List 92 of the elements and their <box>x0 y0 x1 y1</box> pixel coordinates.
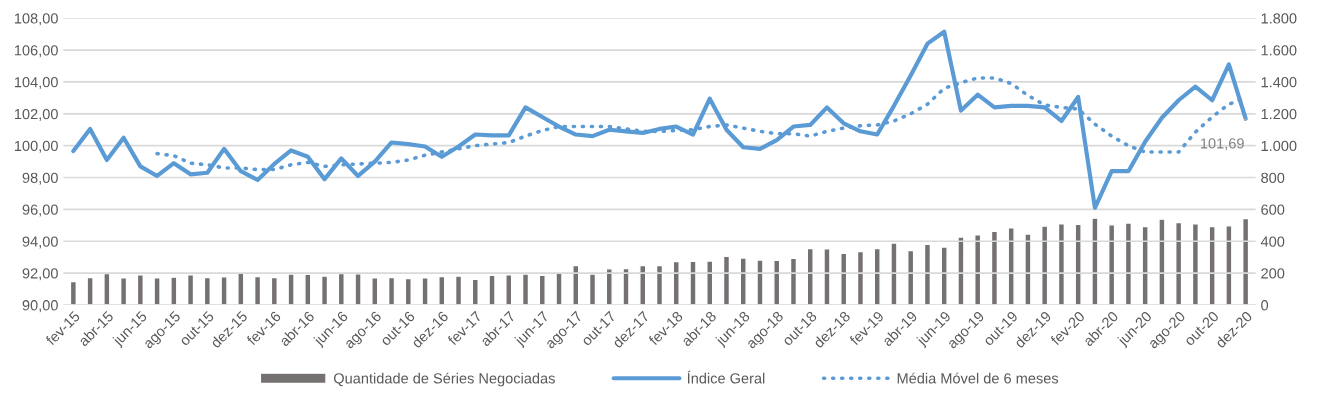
annotation: 101,69 <box>1201 138 1244 151</box>
bar <box>354 273 362 306</box>
bar <box>371 277 379 306</box>
bar <box>923 243 932 306</box>
legend-label: Índice Geral <box>687 370 765 384</box>
y2-tick-label: 0 <box>1261 300 1269 311</box>
bar <box>1242 217 1250 306</box>
bar <box>1074 223 1082 306</box>
legend-label: Quantidade de Séries Negociadas <box>333 372 555 387</box>
bar <box>1225 225 1233 306</box>
bar <box>873 247 881 306</box>
bar <box>622 267 630 306</box>
bar <box>605 268 613 306</box>
bar <box>320 275 329 306</box>
bar <box>722 255 731 306</box>
bar <box>1041 225 1049 306</box>
bar <box>1108 224 1116 306</box>
bar <box>86 276 94 306</box>
bar <box>840 252 848 306</box>
y2-tick-label: 600 <box>1261 204 1285 215</box>
bar <box>404 277 412 306</box>
y2-tick-label: 400 <box>1260 236 1285 247</box>
bar <box>990 230 999 306</box>
bar <box>1141 225 1149 306</box>
bar <box>588 273 597 306</box>
bar <box>1175 221 1183 306</box>
bar <box>421 277 429 306</box>
bar <box>304 273 312 306</box>
bar <box>337 272 345 306</box>
bar <box>471 278 479 306</box>
bar <box>672 260 680 306</box>
bar <box>186 274 195 306</box>
bar <box>521 273 530 306</box>
bar <box>739 257 747 306</box>
bar <box>1091 217 1099 306</box>
bar <box>555 272 563 306</box>
bar <box>706 260 714 306</box>
y-tick-label: 104,00 <box>14 77 58 90</box>
y2-tick-label: 800 <box>1261 172 1285 183</box>
bar <box>1024 233 1032 306</box>
y2-tick-label: 1.000 <box>1261 140 1297 152</box>
bar <box>689 260 697 306</box>
bar <box>1124 222 1133 306</box>
bar <box>890 242 898 306</box>
bar <box>1208 225 1216 306</box>
y2-tick-label: 200 <box>1261 268 1285 279</box>
bar <box>69 280 77 306</box>
y2-tick-label: 1.600 <box>1261 45 1297 56</box>
bar <box>907 249 915 306</box>
y-tick-label: 108,00 <box>14 13 58 26</box>
bar <box>153 277 161 306</box>
bar <box>119 277 128 306</box>
bar <box>773 259 781 306</box>
y2-tick-label: 1.200 <box>1261 108 1297 120</box>
y-tick-label: 98,00 <box>22 172 58 185</box>
bar <box>1191 223 1200 306</box>
bar <box>103 272 111 306</box>
bar <box>823 248 831 306</box>
y-tick-label: 94,00 <box>22 236 58 249</box>
line-series <box>71 29 1248 210</box>
bar <box>538 274 546 306</box>
bar <box>203 276 211 306</box>
bar <box>1007 227 1015 306</box>
y2-tick-label: 1.800 <box>1261 13 1297 24</box>
bar <box>806 247 814 306</box>
bar <box>253 275 262 306</box>
y-tick-label: 90,00 <box>22 300 58 313</box>
y-tick-label: 102,00 <box>14 108 58 121</box>
bar <box>170 276 178 306</box>
bar <box>454 275 463 306</box>
legend-label: Média Móvel de 6 meses <box>897 372 1059 384</box>
y-tick-label: 96,00 <box>22 204 58 217</box>
bar <box>387 276 396 306</box>
bar <box>1057 223 1066 306</box>
bar <box>505 274 513 306</box>
y-tick-label: 106,00 <box>14 45 58 58</box>
bar <box>270 276 278 306</box>
bar <box>438 275 446 306</box>
bar <box>940 246 948 306</box>
bar <box>974 234 982 306</box>
y2-tick-label: 1.400 <box>1261 77 1297 88</box>
bar <box>1158 218 1166 306</box>
bar <box>136 274 144 306</box>
y-tick-label: 100,00 <box>14 140 58 153</box>
bar <box>220 276 228 306</box>
bar <box>488 274 496 306</box>
bar <box>957 236 965 306</box>
y-tick-label: 92,00 <box>22 268 58 281</box>
bar <box>789 257 798 306</box>
bar <box>287 273 295 306</box>
bar <box>756 259 764 306</box>
bar <box>856 250 865 306</box>
